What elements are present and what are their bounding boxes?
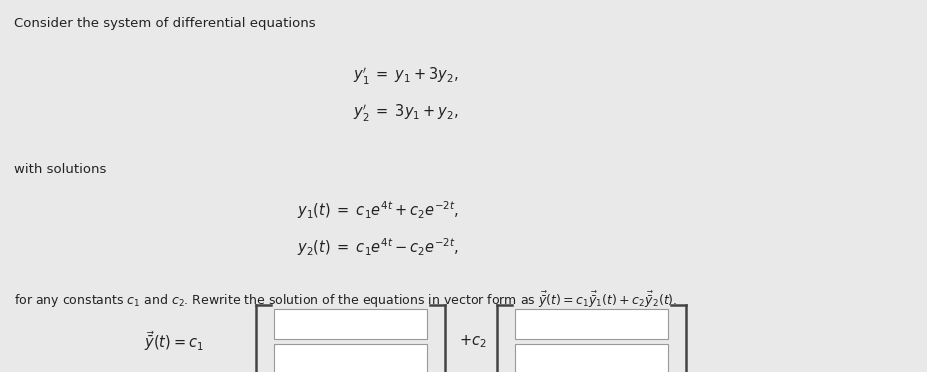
Text: $y_2(t) \;=\; c_1e^{4t} - c_2e^{-2t},$: $y_2(t) \;=\; c_1e^{4t} - c_2e^{-2t},$ (297, 237, 459, 258)
Text: $\vec{\bar{y}}(t) = c_1$: $\vec{\bar{y}}(t) = c_1$ (144, 330, 203, 353)
FancyBboxPatch shape (514, 344, 667, 372)
Text: Consider the system of differential equations: Consider the system of differential equa… (14, 17, 315, 30)
Text: $+ c_2$: $+ c_2$ (459, 333, 487, 350)
FancyBboxPatch shape (514, 309, 667, 339)
Text: with solutions: with solutions (14, 163, 107, 176)
Text: $y_2' \;=\; 3y_1 + y_2,$: $y_2' \;=\; 3y_1 + y_2,$ (352, 103, 458, 124)
FancyBboxPatch shape (273, 309, 426, 339)
FancyBboxPatch shape (273, 344, 426, 372)
Text: $y_1(t) \;=\; c_1e^{4t} + c_2e^{-2t},$: $y_1(t) \;=\; c_1e^{4t} + c_2e^{-2t},$ (297, 199, 459, 221)
Text: for any constants $c_1$ and $c_2$. Rewrite the solution of the equations in vect: for any constants $c_1$ and $c_2$. Rewri… (14, 289, 677, 310)
Text: $y_1' \;=\; y_1 + 3y_2,$: $y_1' \;=\; y_1 + 3y_2,$ (352, 66, 458, 87)
